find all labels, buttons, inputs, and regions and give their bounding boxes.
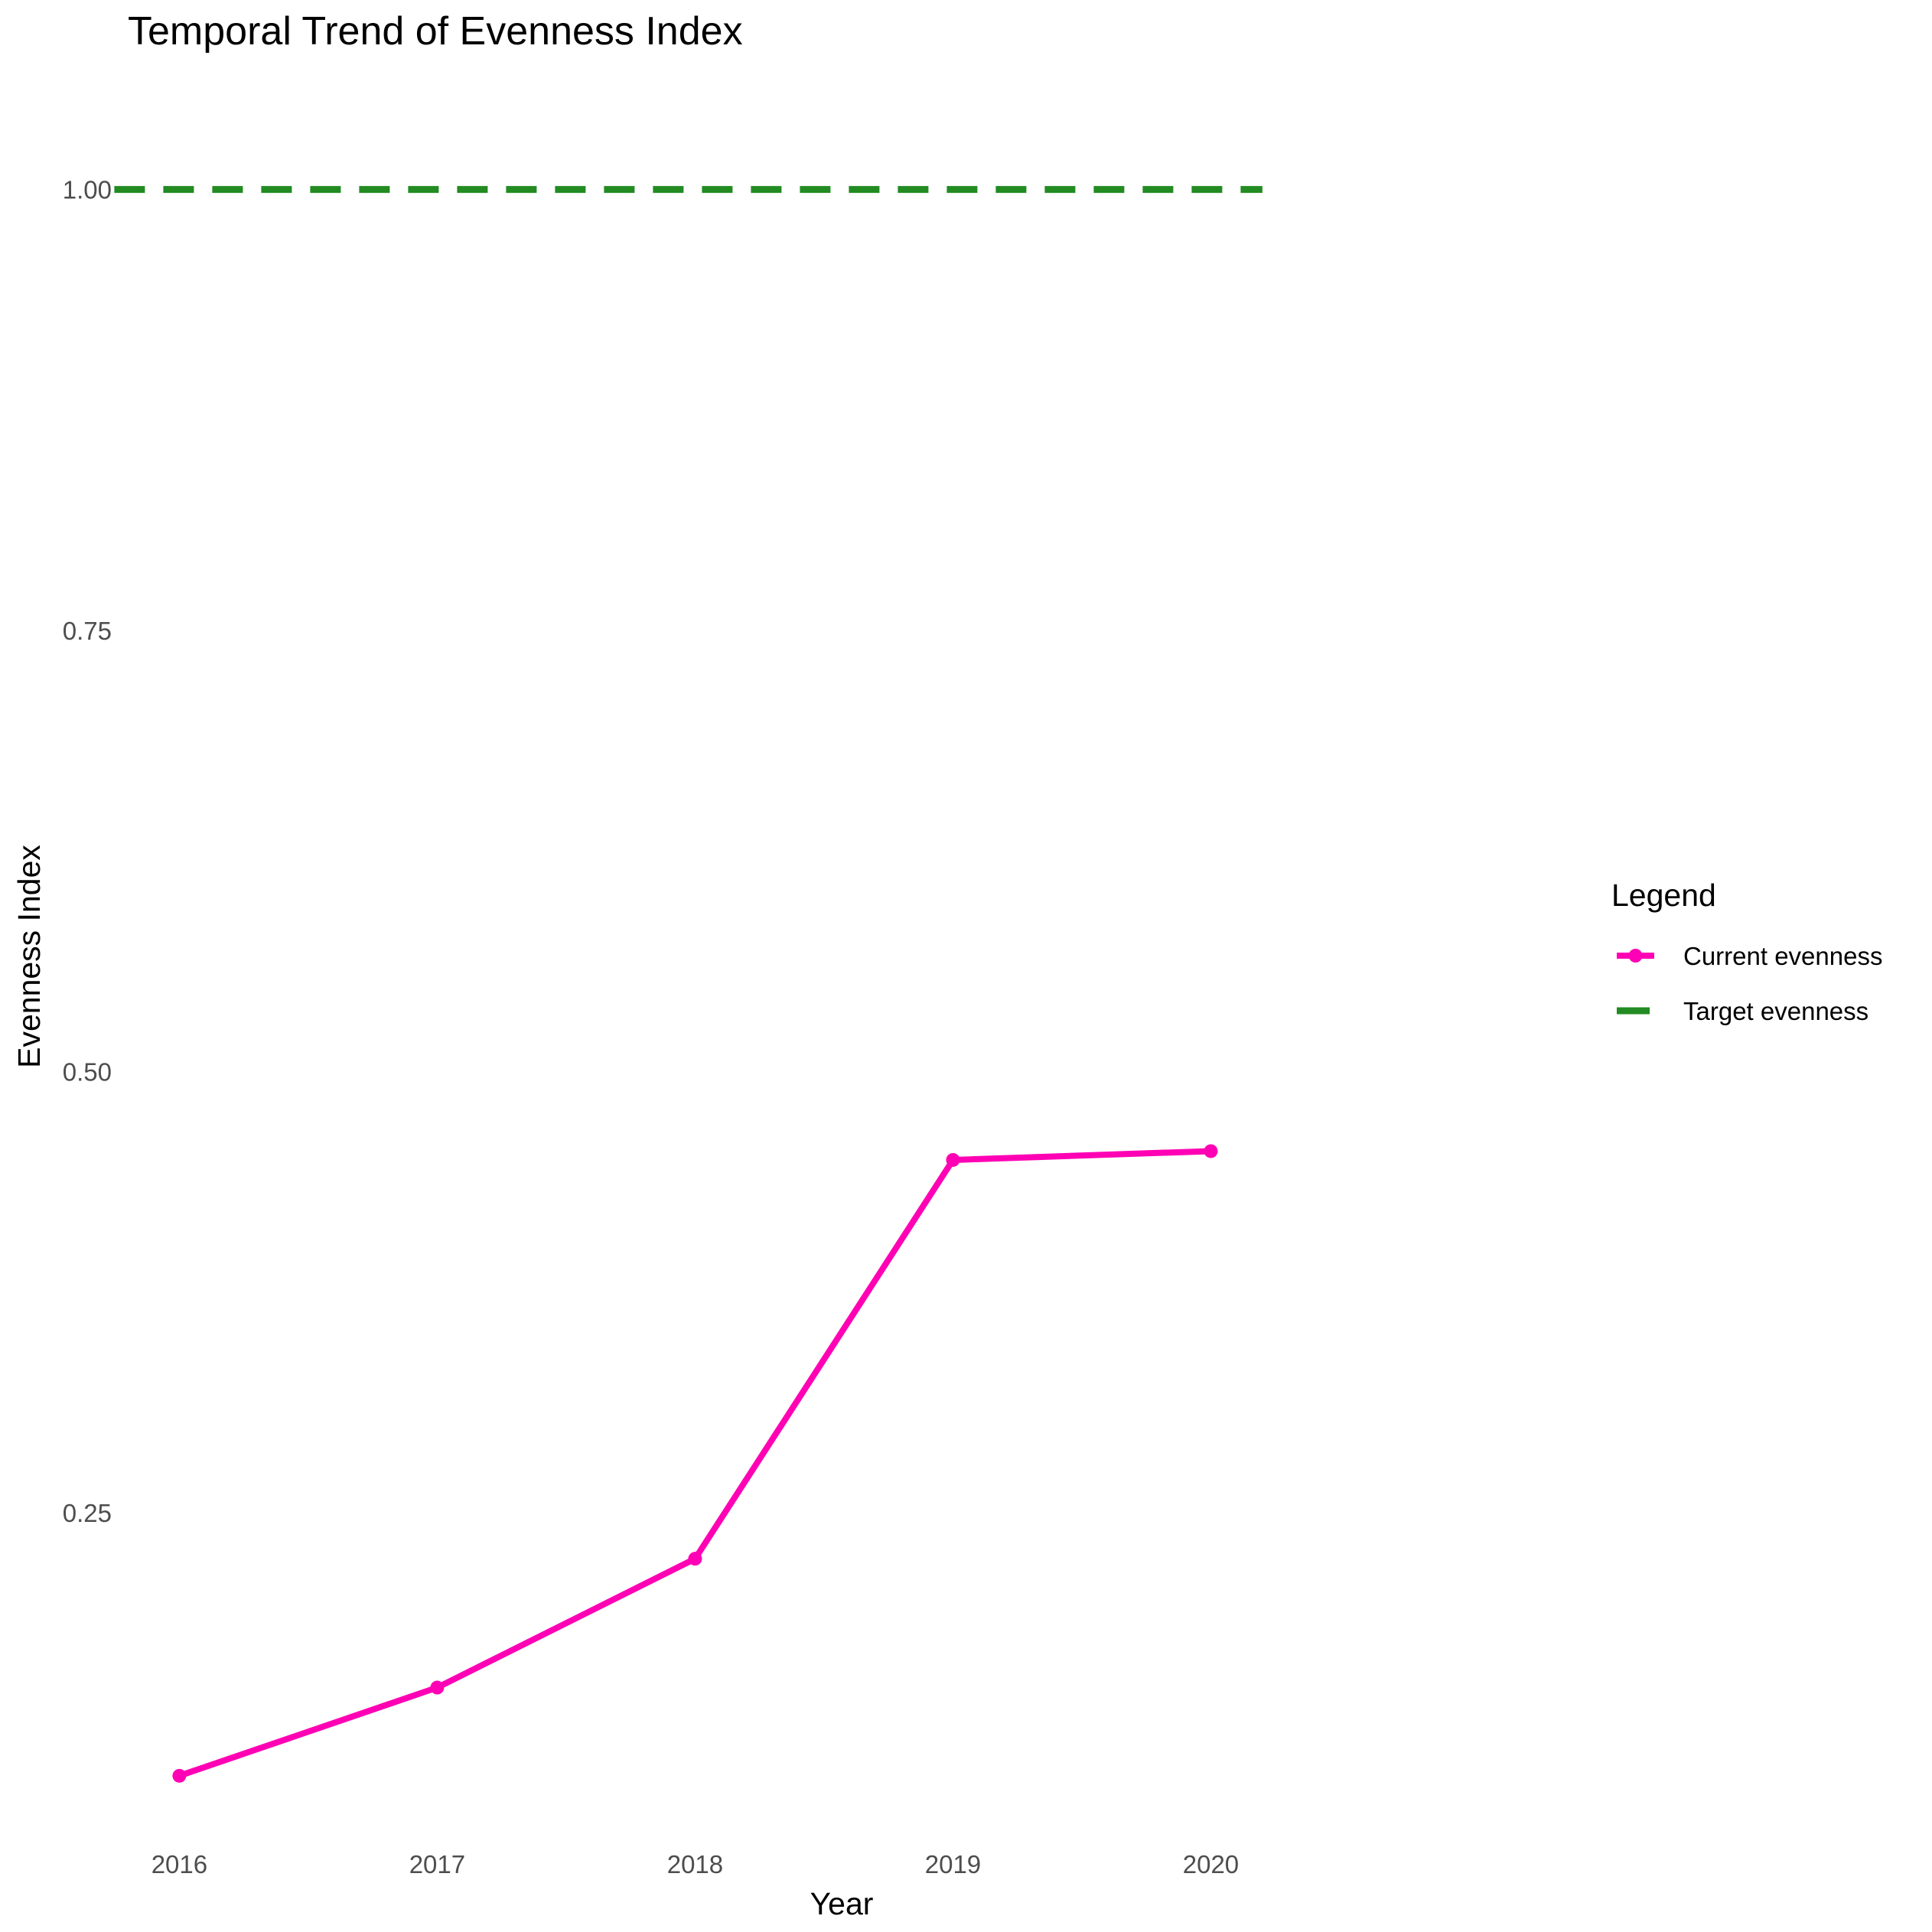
series-layer bbox=[114, 186, 1262, 1783]
legend-label-target-evenness: Target evenness bbox=[1683, 997, 1868, 1025]
x-axis-ticks: 2016 2017 2018 2019 2020 bbox=[151, 1850, 1239, 1878]
plot-area: 0.25 0.50 0.75 1.00 2016 2017 2018 2019 2020 bbox=[63, 176, 1262, 1878]
current-evenness-point bbox=[172, 1768, 187, 1783]
legend: Legend Current evenness Target evenness bbox=[1611, 878, 1882, 1025]
current-evenness-point bbox=[430, 1680, 445, 1695]
x-tick-label: 2019 bbox=[925, 1850, 981, 1878]
x-tick-label: 2016 bbox=[151, 1850, 207, 1878]
current-evenness-point bbox=[1204, 1144, 1218, 1158]
current-evenness-point bbox=[946, 1152, 960, 1167]
x-tick-label: 2020 bbox=[1183, 1850, 1239, 1878]
y-axis-ticks: 0.25 0.50 0.75 1.00 bbox=[63, 176, 112, 1528]
legend-items: Current evenness Target evenness bbox=[1617, 942, 1882, 1025]
y-tick-label: 0.25 bbox=[63, 1499, 112, 1527]
y-tick-label: 0.50 bbox=[63, 1058, 112, 1087]
legend-label-current-evenness: Current evenness bbox=[1683, 942, 1882, 970]
chart-title: Temporal Trend of Evenness Index bbox=[128, 9, 743, 54]
y-tick-label: 1.00 bbox=[63, 176, 112, 204]
y-tick-label: 0.75 bbox=[63, 617, 112, 645]
x-tick-label: 2018 bbox=[667, 1850, 723, 1878]
current-evenness-point bbox=[688, 1552, 702, 1566]
x-tick-label: 2017 bbox=[409, 1850, 465, 1878]
legend-key-current-point bbox=[1628, 949, 1643, 963]
legend-title: Legend bbox=[1611, 878, 1716, 913]
x-axis-title: Year bbox=[810, 1886, 874, 1921]
y-axis-title: Evenness Index bbox=[11, 845, 47, 1068]
